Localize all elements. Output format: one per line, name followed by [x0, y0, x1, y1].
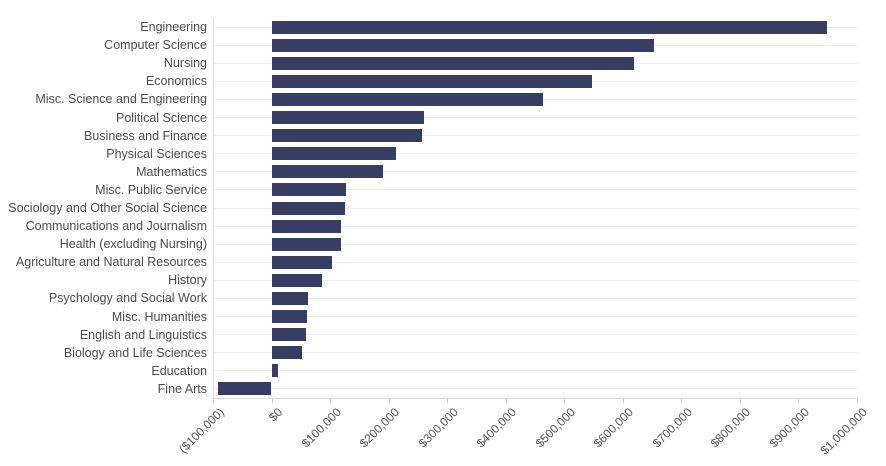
- x-axis-tick: [681, 399, 682, 403]
- x-axis-tick-label: $100,000: [298, 405, 344, 451]
- row-gridline: [213, 297, 858, 299]
- bar-misc-science-and-engineering: [271, 92, 543, 106]
- row-gridline: [213, 279, 858, 281]
- category-label: Education: [151, 363, 207, 378]
- category-label: Economics: [145, 74, 207, 89]
- bar-psychology-and-social-work: [271, 291, 308, 305]
- x-axis-tick-label: $900,000: [766, 405, 812, 451]
- category-label: History: [168, 273, 207, 288]
- category-label: Physical Sciences: [106, 146, 207, 161]
- bar-english-and-linguistics: [271, 328, 306, 342]
- x-axis-tick: [330, 399, 331, 403]
- category-label: English and Linguistics: [79, 327, 207, 342]
- x-axis-tick-label: $300,000: [415, 405, 461, 451]
- x-axis-tick: [564, 399, 565, 403]
- x-axis-tick: [798, 399, 799, 403]
- x-axis-tick-label: $700,000: [649, 405, 695, 451]
- bar-economics: [271, 74, 593, 88]
- bar-fine-arts: [218, 382, 272, 396]
- row-gridline: [213, 316, 858, 318]
- x-axis-tick-label: $0: [266, 405, 286, 425]
- category-label: Computer Science: [104, 38, 207, 53]
- row-gridline: [213, 388, 858, 390]
- category-label: Agriculture and Natural Resources: [15, 255, 207, 270]
- category-label: Misc. Science and Engineering: [35, 92, 207, 107]
- category-label: Political Science: [115, 110, 207, 125]
- x-axis-tick: [447, 399, 448, 403]
- x-axis-tick-label: $600,000: [591, 405, 637, 451]
- category-label: Communications and Journalism: [25, 219, 207, 234]
- x-axis-tick-label: $1,000,000: [818, 405, 871, 458]
- category-label: Health (excluding Nursing): [59, 237, 207, 252]
- row-gridline: [213, 370, 858, 372]
- category-label: Psychology and Social Work: [48, 291, 207, 306]
- x-axis-tick-label: ($100,000): [175, 405, 227, 456]
- category-label: Biology and Life Sciences: [63, 345, 207, 360]
- x-axis-tick: [739, 399, 741, 403]
- x-axis-tick: [856, 399, 858, 403]
- bar-biology-and-life-sciences: [271, 346, 302, 360]
- category-label: Sociology and Other Social Science: [8, 201, 207, 215]
- category-label: Fine Arts: [157, 381, 207, 396]
- x-axis-tick: [622, 399, 624, 403]
- x-axis-tick: [271, 399, 273, 403]
- bar-engineering: [271, 20, 828, 34]
- row-gridline: [213, 225, 858, 227]
- bar-education: [271, 364, 278, 378]
- category-label: Misc. Public Service: [95, 182, 207, 197]
- bar-political-science: [271, 111, 425, 125]
- x-axis-tick-label: $400,000: [474, 405, 520, 451]
- bar-nursing: [271, 56, 634, 70]
- x-axis-line: [213, 398, 858, 399]
- category-label: Misc. Humanities: [111, 309, 207, 324]
- x-axis-tick-label: $500,000: [532, 405, 578, 451]
- x-axis-tick: [213, 399, 214, 403]
- bar-business-and-finance: [271, 129, 422, 143]
- bar-communications-and-journalism: [271, 219, 342, 233]
- x-axis-tick: [388, 399, 390, 403]
- bar-computer-science: [271, 38, 654, 52]
- category-label: Business and Finance: [84, 128, 207, 143]
- row-gridline: [213, 243, 858, 245]
- row-gridline: [213, 189, 858, 191]
- row-gridline: [213, 171, 858, 173]
- row-gridline: [213, 334, 858, 336]
- bar-physical-sciences: [271, 147, 397, 161]
- bar-health-excluding-nursing: [271, 237, 341, 251]
- bar-mathematics: [271, 165, 384, 179]
- y-axis-line: [213, 18, 214, 398]
- row-gridline: [213, 117, 858, 119]
- x-axis-tick-label: $200,000: [357, 405, 403, 451]
- row-gridline: [213, 153, 858, 155]
- row-gridline: [213, 352, 858, 354]
- row-gridline: [213, 135, 858, 137]
- category-label: Nursing: [163, 56, 207, 71]
- row-gridline: [213, 207, 858, 209]
- x-axis-tick: [505, 399, 507, 403]
- bar-misc-public-service: [271, 183, 346, 197]
- x-axis-tick-label: $800,000: [708, 405, 754, 451]
- bar-agriculture-and-natural-resources: [271, 255, 332, 269]
- category-label: Mathematics: [136, 164, 207, 179]
- row-gridline: [213, 261, 858, 263]
- category-label: Engineering: [140, 20, 207, 35]
- bar-sociology-and-other-social-science: [271, 201, 345, 215]
- bar-misc-humanities: [271, 310, 308, 324]
- bar-history: [271, 273, 323, 287]
